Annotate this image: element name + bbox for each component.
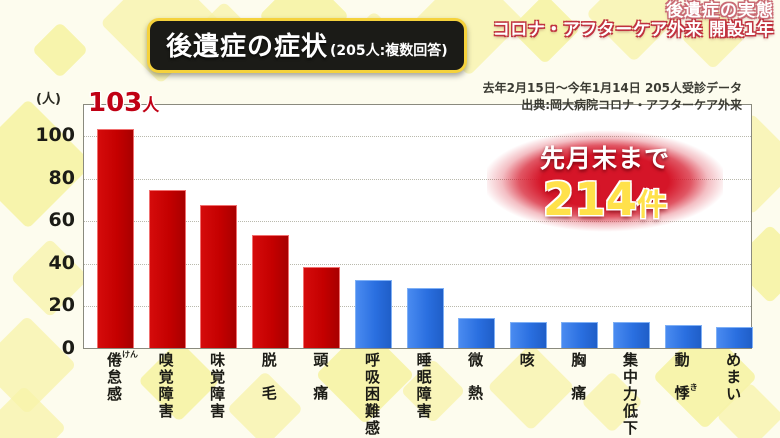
bar-胸痛 bbox=[561, 322, 599, 348]
callout-number-unit: 件 bbox=[636, 187, 667, 223]
callout-lead-text: 先月末まで bbox=[539, 143, 670, 173]
bar-脱毛 bbox=[251, 235, 289, 348]
x-axis-label-char: 怠 bbox=[106, 367, 122, 386]
bar-動悸 bbox=[664, 324, 702, 348]
x-axis-label-char: 低 bbox=[622, 401, 638, 420]
page-title: 後遺症の症状 (205人:複数回答) bbox=[147, 18, 467, 73]
x-axis-label-char: 嗅 bbox=[158, 351, 174, 369]
station-banner: 後遺症の実態 コロナ・アフターケア外来 開設1年 bbox=[493, 2, 774, 39]
gridline bbox=[84, 178, 751, 180]
x-axis-label-咳: 咳 bbox=[507, 352, 547, 369]
x-axis-label-味覚障害: 味覚障害 bbox=[198, 352, 238, 420]
x-axis-label-睡眠障害: 睡眠障害 bbox=[404, 352, 444, 420]
x-axis-label-char: 集 bbox=[622, 351, 638, 369]
station-banner-line1: 後遺症の実態 bbox=[666, 1, 774, 21]
bar-睡眠障害 bbox=[406, 288, 444, 348]
x-axis-label-呼吸困難感: 呼吸困難感 bbox=[353, 352, 393, 437]
page-title-main: 後遺症の症状 bbox=[166, 32, 329, 62]
x-axis-label-char: 障 bbox=[210, 384, 226, 403]
x-axis-label-char: 困 bbox=[364, 384, 380, 403]
x-axis-label-char: 中 bbox=[622, 367, 638, 386]
x-axis-label-char: 胸 bbox=[571, 351, 587, 369]
x-axis-label-char: 難 bbox=[364, 401, 380, 420]
y-axis: (人) 0 20 40 60 80 100 bbox=[0, 0, 83, 438]
x-axis-label-char: 動 bbox=[674, 351, 690, 369]
bar-倦怠感 bbox=[97, 128, 134, 348]
bar-味覚障害 bbox=[200, 205, 238, 348]
y-axis-tick-40: 40 bbox=[48, 251, 75, 274]
x-axis-label-嗅覚障害: 嗅覚障害 bbox=[146, 352, 186, 420]
x-axis-label-char: 下 bbox=[622, 418, 638, 437]
bar-集中力低下 bbox=[613, 322, 650, 348]
x-axis-label-char: 味 bbox=[210, 351, 226, 369]
x-axis-label-char: 痛 bbox=[571, 383, 587, 402]
x-axis-label-char: 頭 bbox=[313, 351, 329, 369]
x-axis-label-char: 脱 bbox=[261, 351, 277, 369]
callout-number-value: 214 bbox=[543, 172, 637, 226]
x-axis-label-ruby: けん bbox=[122, 350, 138, 359]
y-axis-tick-80: 80 bbox=[48, 166, 75, 189]
x-axis-label-char: 微 bbox=[468, 351, 484, 369]
y-axis-tick-60: 60 bbox=[48, 209, 75, 232]
x-axis-label-char: 吸 bbox=[364, 367, 380, 386]
x-axis-label-char: 障 bbox=[158, 384, 174, 403]
gridline bbox=[84, 136, 751, 138]
chart-bars bbox=[84, 105, 754, 348]
y-axis-tick-0: 0 bbox=[61, 337, 75, 359]
page-title-sub: (205人:複数回答) bbox=[330, 43, 448, 59]
source-note-line2: 出典:岡大病院コロナ・アフターケア外来 bbox=[521, 98, 742, 113]
callout-number: 214件 bbox=[543, 176, 667, 223]
x-axis-label-char: 感 bbox=[106, 384, 122, 403]
bar-嗅覚障害 bbox=[148, 190, 186, 348]
x-axis-label-char: 倦けん bbox=[106, 350, 138, 369]
x-axis-label-char: 睡 bbox=[416, 351, 432, 369]
top-bar-value-number: 103 bbox=[88, 88, 143, 118]
x-axis-label-char: 咳 bbox=[519, 351, 535, 369]
bar-咳 bbox=[509, 322, 547, 348]
x-axis-label-char: 覚 bbox=[158, 367, 174, 386]
station-banner-line2: コロナ・アフターケア外来 開設1年 bbox=[492, 20, 774, 41]
top-bar-value-unit: 人 bbox=[142, 96, 160, 116]
highlight-callout: 先月末まで 214件 bbox=[487, 128, 723, 234]
bar-めまい bbox=[716, 326, 754, 348]
x-axis-label-胸痛: 胸痛 bbox=[559, 352, 599, 402]
x-axis-label-char: ま bbox=[726, 367, 742, 386]
y-axis-tick-100: 100 bbox=[35, 124, 75, 147]
top-bar-value-label: 103人 bbox=[88, 88, 159, 118]
x-axis-label-char: 悸き bbox=[674, 382, 698, 402]
x-axis-label-char: め bbox=[726, 351, 742, 369]
x-axis-label-char: 感 bbox=[364, 418, 380, 437]
bar-頭痛 bbox=[303, 267, 341, 348]
y-axis-tick-20: 20 bbox=[48, 294, 75, 317]
x-axis-label-char: 害 bbox=[416, 401, 432, 420]
x-axis-label-char: 覚 bbox=[210, 367, 226, 386]
x-axis-label-動悸: 動悸き bbox=[662, 352, 702, 402]
x-axis-label-char: 眠 bbox=[416, 367, 432, 386]
x-axis-label-char: 害 bbox=[158, 401, 174, 420]
bar-微熱 bbox=[458, 318, 496, 348]
bar-呼吸困難感 bbox=[355, 279, 392, 348]
x-axis-label-char: 熱 bbox=[468, 383, 484, 402]
x-axis-label-ruby: き bbox=[689, 382, 698, 392]
x-axis-label-微熱: 微熱 bbox=[456, 352, 496, 402]
x-axis-labels: 倦けん怠感嗅覚障害味覚障害脱毛頭痛呼吸困難感睡眠障害微熱咳胸痛集中力低下動悸きめ… bbox=[0, 350, 780, 438]
x-axis-label-char: 呼 bbox=[364, 351, 380, 369]
y-axis-unit-label: (人) bbox=[36, 92, 61, 107]
source-note: 去年2月15日〜今年1月14日 205人受診データ 出典:岡大病院コロナ・アフタ… bbox=[483, 80, 742, 115]
x-axis-label-char: 力 bbox=[622, 384, 638, 403]
x-axis-label-char: 障 bbox=[416, 384, 432, 403]
x-axis-label-集中力低下: 集中力低下 bbox=[611, 352, 651, 437]
x-axis-label-脱毛: 脱毛 bbox=[249, 352, 289, 402]
x-axis-label-char: 痛 bbox=[313, 383, 329, 402]
gridline bbox=[84, 221, 751, 223]
x-axis-label-頭痛: 頭痛 bbox=[301, 352, 341, 402]
gridline bbox=[84, 263, 751, 265]
source-note-line1: 去年2月15日〜今年1月14日 205人受診データ bbox=[482, 81, 742, 95]
x-axis-label-char: 害 bbox=[210, 401, 226, 420]
x-axis-label-めまい: めまい bbox=[714, 352, 754, 403]
x-axis-label-char: 毛 bbox=[261, 383, 277, 402]
x-axis-label-倦怠感: 倦けん怠感 bbox=[95, 350, 138, 403]
x-axis-label-char: い bbox=[726, 384, 742, 403]
